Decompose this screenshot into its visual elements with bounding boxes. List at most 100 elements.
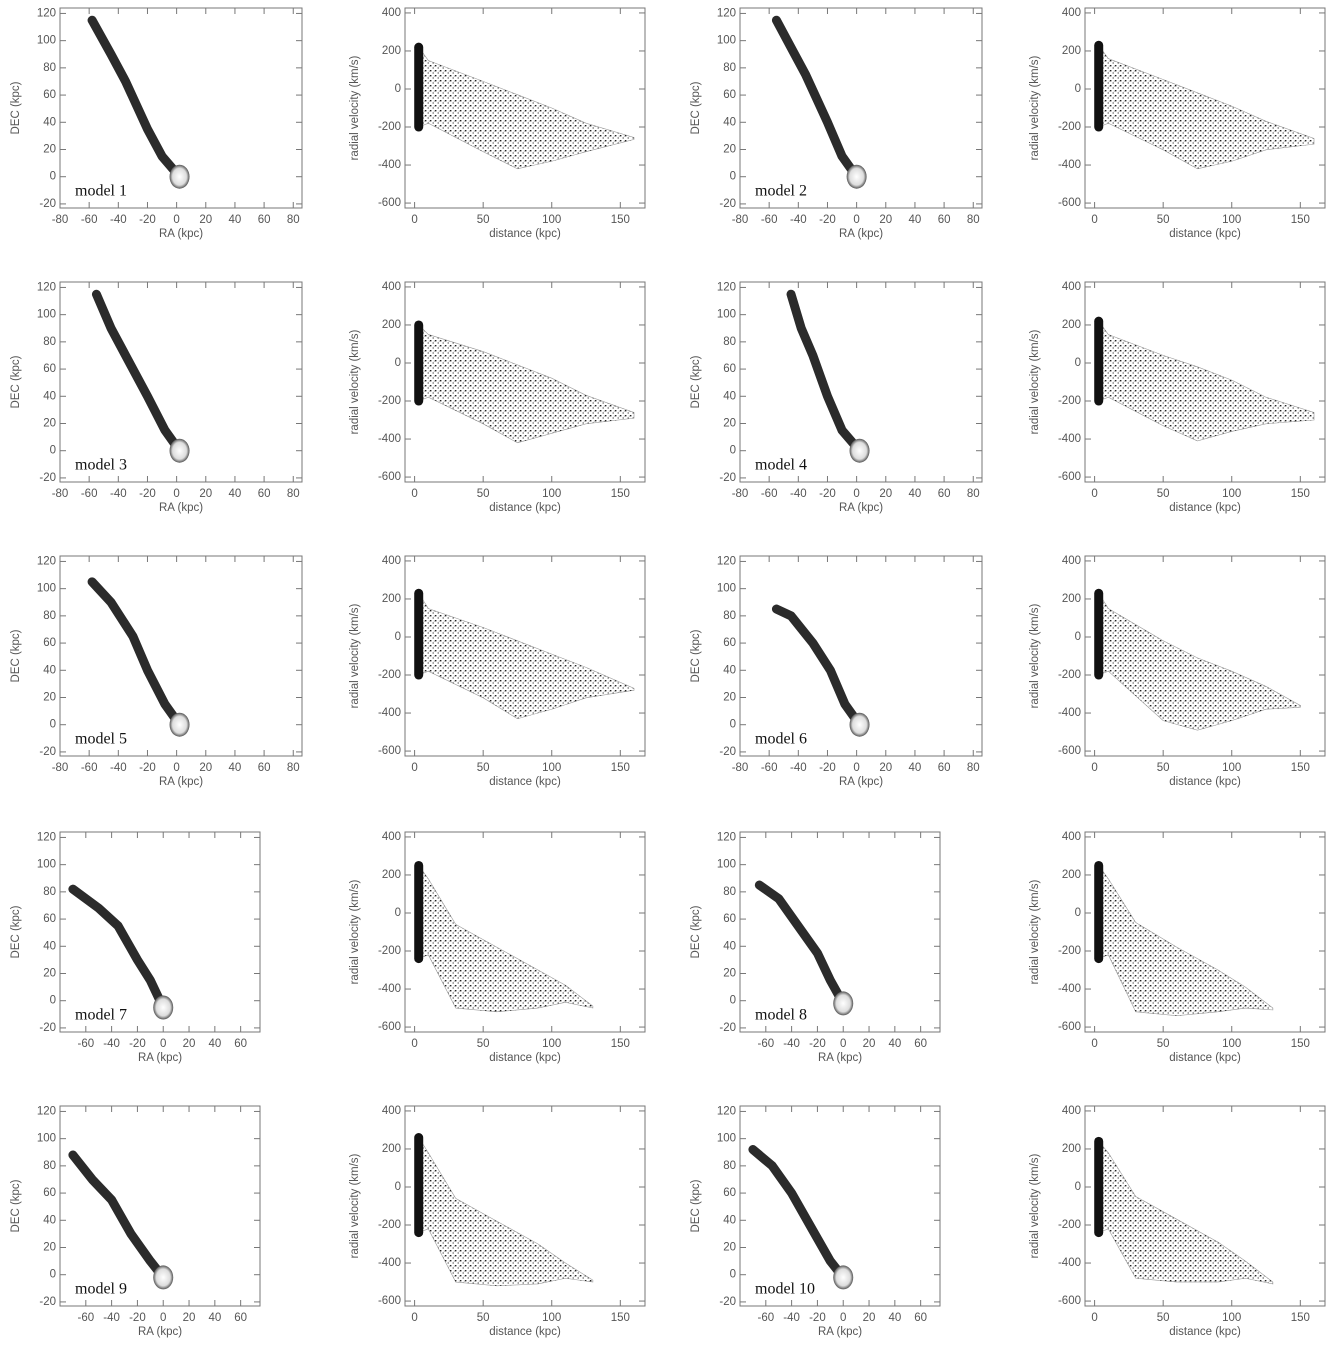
y-tick-label: 80 (723, 62, 736, 74)
x-tick-label: 40 (208, 1038, 221, 1050)
y-tick-label: 0 (395, 907, 401, 919)
y-tick-label: -600 (378, 745, 401, 757)
velocity-envelope (418, 864, 594, 1013)
y-tick-label: 200 (1062, 319, 1081, 331)
y-tick-label: 0 (730, 719, 736, 731)
x-tick-label: -60 (761, 762, 778, 774)
plot-frame (739, 555, 983, 757)
plot-frame (404, 281, 646, 483)
y-tick-label: 400 (382, 555, 401, 567)
progenitor (169, 712, 190, 737)
x-tick-label: -40 (110, 214, 127, 226)
plot-frame (1084, 7, 1326, 209)
plot-frame (59, 281, 303, 483)
y-tick-label: 60 (723, 89, 736, 101)
x-tick-label: 0 (1091, 214, 1097, 226)
x-tick-label: 60 (938, 762, 951, 774)
progenitor (849, 438, 870, 463)
stream-density (786, 289, 865, 456)
model-label: model 8 (755, 1007, 807, 1024)
y-tick-label: 20 (43, 968, 56, 980)
x-axis-label: distance (kpc) (489, 1052, 561, 1064)
plot-frame (1084, 281, 1326, 483)
x-tick-label: 50 (477, 488, 490, 500)
y-tick-label: 120 (37, 281, 56, 293)
y-axis-label: DEC (kpc) (690, 905, 702, 958)
stream-density (771, 15, 862, 182)
x-tick-label: 0 (173, 214, 179, 226)
y-tick-label: 200 (1062, 45, 1081, 57)
x-tick-label: 20 (879, 214, 892, 226)
x-tick-label: -20 (129, 1038, 146, 1050)
x-tick-label: 20 (863, 1312, 876, 1324)
x-tick-label: -40 (783, 1038, 800, 1050)
x-tick-label: 80 (287, 488, 300, 500)
x-tick-label: 0 (853, 214, 859, 226)
y-tick-label: -20 (719, 198, 736, 210)
x-tick-label: -40 (110, 488, 127, 500)
y-tick-label: -200 (1058, 669, 1081, 681)
y-tick-label: 400 (1062, 281, 1081, 293)
x-tick-label: 40 (229, 214, 242, 226)
x-tick-label: 150 (1291, 1038, 1310, 1050)
x-tick-label: -80 (52, 762, 69, 774)
x-axis-label: RA (kpc) (138, 1326, 182, 1338)
y-tick-label: -20 (719, 1296, 736, 1308)
x-axis-label: distance (kpc) (1169, 776, 1241, 788)
x-tick-label: 150 (1291, 488, 1310, 500)
y-axis-label: radial velocity (km/s) (1029, 603, 1041, 708)
model-label: model 5 (75, 731, 127, 748)
y-tick-label: -600 (1058, 1295, 1081, 1307)
progenitor (169, 438, 190, 463)
progenitor (846, 164, 867, 189)
model-label: model 6 (755, 731, 807, 748)
y-tick-label: 0 (1075, 357, 1081, 369)
x-axis-label: RA (kpc) (839, 776, 883, 788)
y-tick-label: -20 (39, 746, 56, 758)
velocity-envelope (418, 324, 635, 444)
x-tick-label: -20 (139, 488, 156, 500)
y-tick-label: 400 (1062, 831, 1081, 843)
x-tick-label: -40 (110, 762, 127, 774)
y-tick-label: 0 (395, 357, 401, 369)
y-tick-label: 40 (723, 664, 736, 676)
x-tick-label: 50 (477, 762, 490, 774)
model-label: model 1 (75, 183, 127, 200)
x-axis-label: distance (kpc) (489, 776, 561, 788)
x-tick-label: 80 (967, 214, 980, 226)
x-tick-label: 100 (1222, 214, 1241, 226)
y-tick-label: -400 (1058, 983, 1081, 995)
y-tick-label: -200 (378, 1219, 401, 1231)
plot-frame (404, 1105, 646, 1307)
x-tick-label: -60 (761, 214, 778, 226)
x-tick-label: -40 (103, 1038, 120, 1050)
x-tick-label: 150 (611, 214, 630, 226)
y-tick-label: 100 (37, 35, 56, 47)
stream-density (68, 884, 168, 1013)
plot-frame (404, 831, 646, 1033)
y-tick-label: 100 (717, 35, 736, 47)
x-tick-label: 40 (909, 214, 922, 226)
x-tick-label: 50 (1157, 1312, 1170, 1324)
y-tick-label: 40 (723, 390, 736, 402)
y-tick-label: 0 (50, 171, 56, 183)
x-tick-label: 100 (1222, 1038, 1241, 1050)
y-tick-label: -200 (378, 669, 401, 681)
x-tick-label: 50 (477, 1038, 490, 1050)
y-tick-label: 60 (43, 89, 56, 101)
stream-density (87, 577, 185, 730)
x-tick-label: -60 (81, 762, 98, 774)
x-axis-label: RA (kpc) (159, 776, 203, 788)
y-tick-label: -600 (378, 197, 401, 209)
y-tick-label: -200 (1058, 945, 1081, 957)
plot-frame (739, 831, 941, 1033)
x-tick-label: -40 (790, 214, 807, 226)
x-tick-label: -20 (139, 214, 156, 226)
x-tick-label: -60 (81, 488, 98, 500)
y-tick-label: 120 (717, 7, 736, 19)
x-tick-label: 100 (1222, 488, 1241, 500)
velocity-envelope (418, 1136, 594, 1287)
y-tick-label: -200 (378, 945, 401, 957)
plot-frame (59, 1105, 261, 1307)
y-tick-label: -600 (378, 1021, 401, 1033)
